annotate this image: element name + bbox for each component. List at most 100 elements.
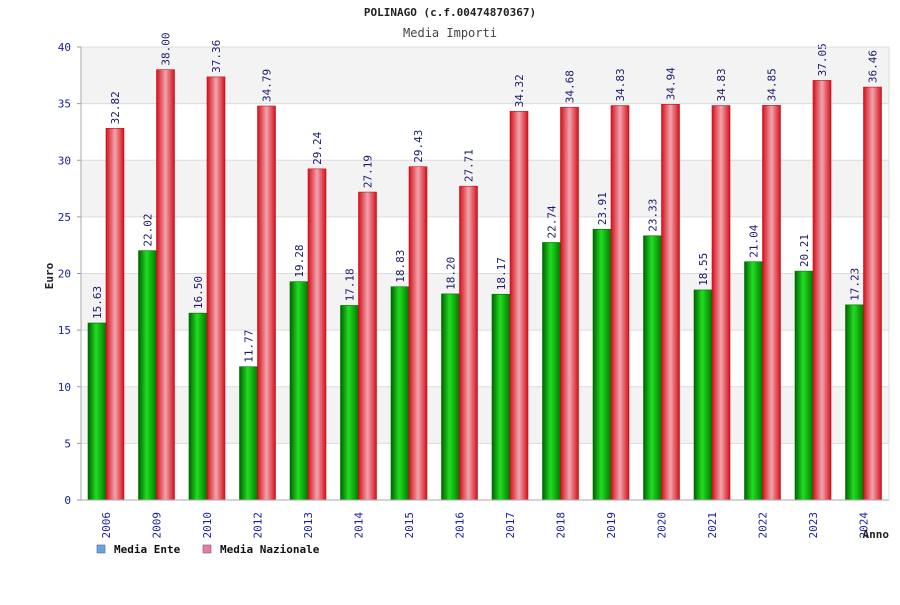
- data-label: 29.43: [412, 130, 425, 163]
- data-label: 11.77: [243, 330, 256, 363]
- bar-media-nazionale: [812, 80, 832, 501]
- data-label: 23.91: [596, 192, 609, 225]
- bars: [87, 69, 882, 501]
- y-tick-label: 35: [58, 98, 71, 111]
- chart-title: POLINAGO (c.f.00474870367): [364, 6, 536, 19]
- bar-media-ente: [87, 322, 107, 501]
- data-label: 34.68: [564, 70, 577, 103]
- bar-media-ente: [441, 293, 460, 501]
- data-label: 18.17: [495, 257, 508, 290]
- bar-media-nazionale: [711, 105, 731, 501]
- data-label: 34.85: [766, 68, 779, 101]
- bar-media-ente: [491, 293, 511, 501]
- bar-media-nazionale: [156, 69, 175, 501]
- bar-media-ente: [744, 261, 763, 501]
- bar-media-ente: [592, 228, 612, 501]
- data-label: 34.94: [665, 67, 678, 100]
- bar-media-ente: [188, 312, 208, 501]
- legend-swatch: [202, 544, 212, 554]
- x-tick-label: 2023: [807, 512, 820, 539]
- data-label: 16.50: [192, 276, 205, 309]
- bar-media-ente: [643, 235, 662, 501]
- x-tick-label: 2006: [100, 512, 113, 539]
- bar-media-ente: [239, 366, 258, 501]
- y-tick-label: 0: [64, 494, 71, 507]
- data-label: 34.83: [614, 68, 627, 101]
- x-tick-label: 2022: [757, 512, 770, 539]
- x-tick-label: 2021: [706, 512, 719, 539]
- bar-media-nazionale: [206, 76, 226, 501]
- data-label: 37.36: [210, 40, 223, 73]
- data-label: 15.63: [91, 286, 104, 319]
- data-label: 23.33: [647, 199, 660, 232]
- bar-media-nazionale: [509, 111, 529, 501]
- data-label: 20.21: [798, 234, 811, 267]
- data-label: 36.46: [867, 50, 880, 83]
- data-label: 37.05: [816, 43, 829, 76]
- data-label: 21.04: [748, 224, 761, 257]
- bar-media-nazionale: [610, 105, 630, 501]
- data-label: 22.02: [142, 213, 155, 246]
- data-label: 29.24: [311, 131, 324, 164]
- data-label: 18.55: [697, 253, 710, 286]
- data-label: 17.18: [344, 268, 357, 301]
- x-tick-label: 2015: [403, 512, 416, 539]
- data-label: 19.28: [293, 245, 306, 278]
- y-tick-label: 20: [58, 268, 71, 281]
- data-label: 18.83: [394, 250, 407, 283]
- bar-media-nazionale: [661, 104, 680, 501]
- x-tick-label: 2017: [504, 512, 517, 539]
- bar-media-ente: [845, 304, 864, 501]
- bar-media-ente: [794, 270, 814, 501]
- y-tick-label: 5: [64, 437, 71, 450]
- x-tick-label: 2010: [201, 512, 214, 539]
- chart-subtitle: Media Importi: [403, 26, 497, 40]
- bar-media-ente: [542, 242, 561, 501]
- x-tick-label: 2018: [555, 512, 568, 539]
- data-labels: 15.63 32.82 22.02 38.00 16.50 37.36 11.77 34.79…: [91, 33, 880, 363]
- legend-label: Media Nazionale: [220, 543, 320, 556]
- bar-media-ente: [693, 289, 713, 501]
- legend-swatch: [96, 544, 106, 554]
- data-label: 38.00: [160, 33, 173, 66]
- x-tick-label: 2024: [858, 512, 871, 539]
- axes: 0 5 10 15 20 25 30 35 40 2006 2009 2010 2012 2013 2014…: [58, 41, 890, 539]
- data-label: 17.23: [849, 268, 862, 301]
- bar-media-nazionale: [762, 105, 781, 501]
- y-tick-label: 40: [58, 41, 71, 54]
- legend-label: Media Ente: [114, 543, 181, 556]
- bar-media-nazionale: [863, 86, 882, 501]
- data-label: 34.83: [715, 68, 728, 101]
- bar-media-ente: [289, 281, 309, 501]
- bar-media-nazionale: [459, 185, 478, 501]
- x-tick-label: 2014: [353, 512, 366, 539]
- bar-media-nazionale: [105, 128, 125, 501]
- data-label: 34.79: [261, 69, 274, 102]
- x-tick-label: 2013: [302, 512, 315, 539]
- x-tick-label: 2016: [454, 512, 467, 539]
- bar-media-ente: [340, 305, 359, 501]
- data-label: 34.32: [513, 74, 526, 107]
- x-axis-label: Anno: [863, 528, 890, 541]
- bar-media-nazionale: [257, 105, 276, 501]
- bar-media-nazionale: [307, 168, 327, 501]
- x-tick-label: 2019: [605, 512, 618, 539]
- data-label: 27.71: [463, 149, 476, 182]
- x-tick-label: 2009: [151, 512, 164, 539]
- data-label: 32.82: [109, 91, 122, 124]
- y-tick-label: 30: [58, 154, 71, 167]
- bar-media-nazionale: [560, 106, 579, 501]
- data-label: 22.74: [546, 205, 559, 238]
- y-tick-label: 15: [58, 324, 71, 337]
- legend: Media Ente Media Nazionale: [96, 543, 320, 556]
- y-tick-label: 25: [58, 211, 71, 224]
- y-tick-label: 10: [58, 381, 71, 394]
- x-tick-label: 2020: [656, 512, 669, 539]
- bar-media-nazionale: [408, 166, 428, 501]
- x-tick-label: 2012: [252, 512, 265, 539]
- y-axis-label: Euro: [43, 262, 56, 289]
- data-label: 27.19: [362, 155, 375, 188]
- bar-media-ente: [390, 286, 410, 501]
